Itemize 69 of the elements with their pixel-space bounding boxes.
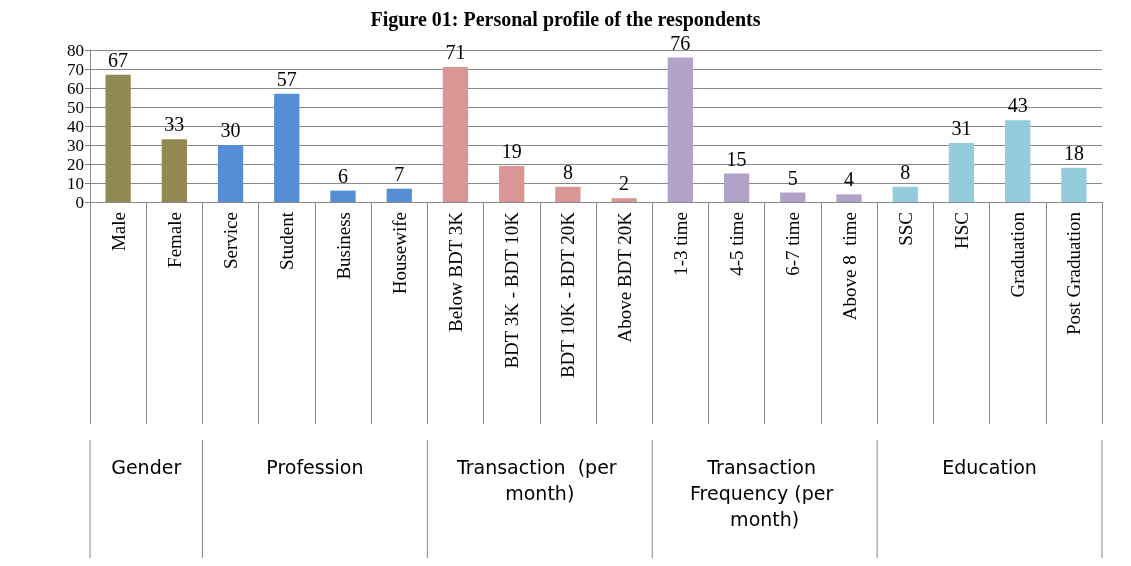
- x-tick-label: Below BDT 3K: [444, 211, 466, 332]
- text: Education: [942, 456, 1037, 478]
- bar: [442, 67, 469, 202]
- chart-title: Figure 01: Personal profile of the respondents: [370, 8, 761, 31]
- text: Transaction (per month): [455, 456, 623, 504]
- bar: [105, 74, 131, 202]
- data-label: 71: [445, 41, 466, 64]
- x-tick-label: Student: [276, 211, 298, 271]
- data-label: 43: [1007, 94, 1028, 117]
- data-label: 15: [726, 147, 747, 170]
- bar: [274, 93, 300, 202]
- x-tick-label: 4-5 time: [726, 212, 748, 276]
- x-tick-label: Above 8 time: [838, 212, 860, 321]
- bar: [780, 192, 806, 202]
- bar: [161, 139, 187, 202]
- x-tick-label: Female: [163, 212, 185, 268]
- data-label: 30: [220, 119, 241, 141]
- text: Gender: [111, 456, 182, 478]
- x-tick-label: Graduation: [1007, 211, 1029, 298]
- bar: [217, 145, 244, 202]
- x-tick-label: Male: [107, 212, 129, 252]
- bar: [1005, 120, 1031, 202]
- y-tick-label: 70: [67, 59, 84, 79]
- y-tick-label: 30: [67, 135, 84, 155]
- x-tick-label: HSC: [950, 212, 972, 249]
- bar: [667, 57, 693, 202]
- bar: [386, 188, 412, 202]
- data-label: 33: [164, 113, 185, 136]
- x-tick-label: Above BDT 20K: [613, 211, 635, 343]
- bar: [499, 165, 525, 202]
- bar: [611, 198, 637, 202]
- y-tick-label: 80: [67, 40, 84, 60]
- data-label: 6: [338, 164, 348, 187]
- data-label: 2: [619, 172, 630, 195]
- x-tick-label: SSC: [894, 212, 916, 246]
- x-tick-label: 6-7 time: [782, 212, 804, 276]
- data-label: 67: [108, 48, 129, 71]
- x-tick-label: BDT 10K - BDT 20K: [557, 211, 579, 379]
- x-tick-label: Post Graduation: [1063, 211, 1085, 335]
- bar: [836, 194, 862, 202]
- bar: [1061, 167, 1087, 202]
- y-tick-label: 10: [67, 173, 84, 193]
- y-tick-label: 40: [67, 116, 84, 136]
- x-tick-label: BDT 3K - BDT 10K: [501, 211, 523, 369]
- data-label: 7: [394, 162, 405, 185]
- text: Profession: [266, 456, 364, 478]
- x-tick-label: Housewife: [388, 212, 410, 295]
- data-label: 18: [1063, 141, 1084, 164]
- data-label: 76: [670, 31, 691, 54]
- x-tick-label: 1-3 time: [669, 212, 691, 276]
- x-tick-label: Business: [332, 212, 354, 280]
- data-label: 4: [844, 168, 854, 191]
- bar: [555, 186, 581, 202]
- data-label: 8: [900, 160, 911, 183]
- data-label: 57: [276, 67, 297, 90]
- data-label: 5: [787, 166, 798, 189]
- y-tick-label: 20: [67, 154, 84, 174]
- bar: [892, 186, 918, 202]
- y-tick-label: 50: [67, 97, 84, 117]
- bar: [330, 190, 356, 202]
- x-tick-label: Service: [220, 212, 242, 269]
- bar: [723, 173, 750, 202]
- y-tick-label: 0: [75, 192, 84, 212]
- y-tick-label: 60: [67, 78, 84, 98]
- data-label: 31: [951, 117, 972, 140]
- bar: [948, 143, 975, 202]
- text: Transaction Frequency (per month): [690, 456, 840, 530]
- data-label: 8: [562, 160, 573, 183]
- data-label: 19: [501, 139, 522, 162]
